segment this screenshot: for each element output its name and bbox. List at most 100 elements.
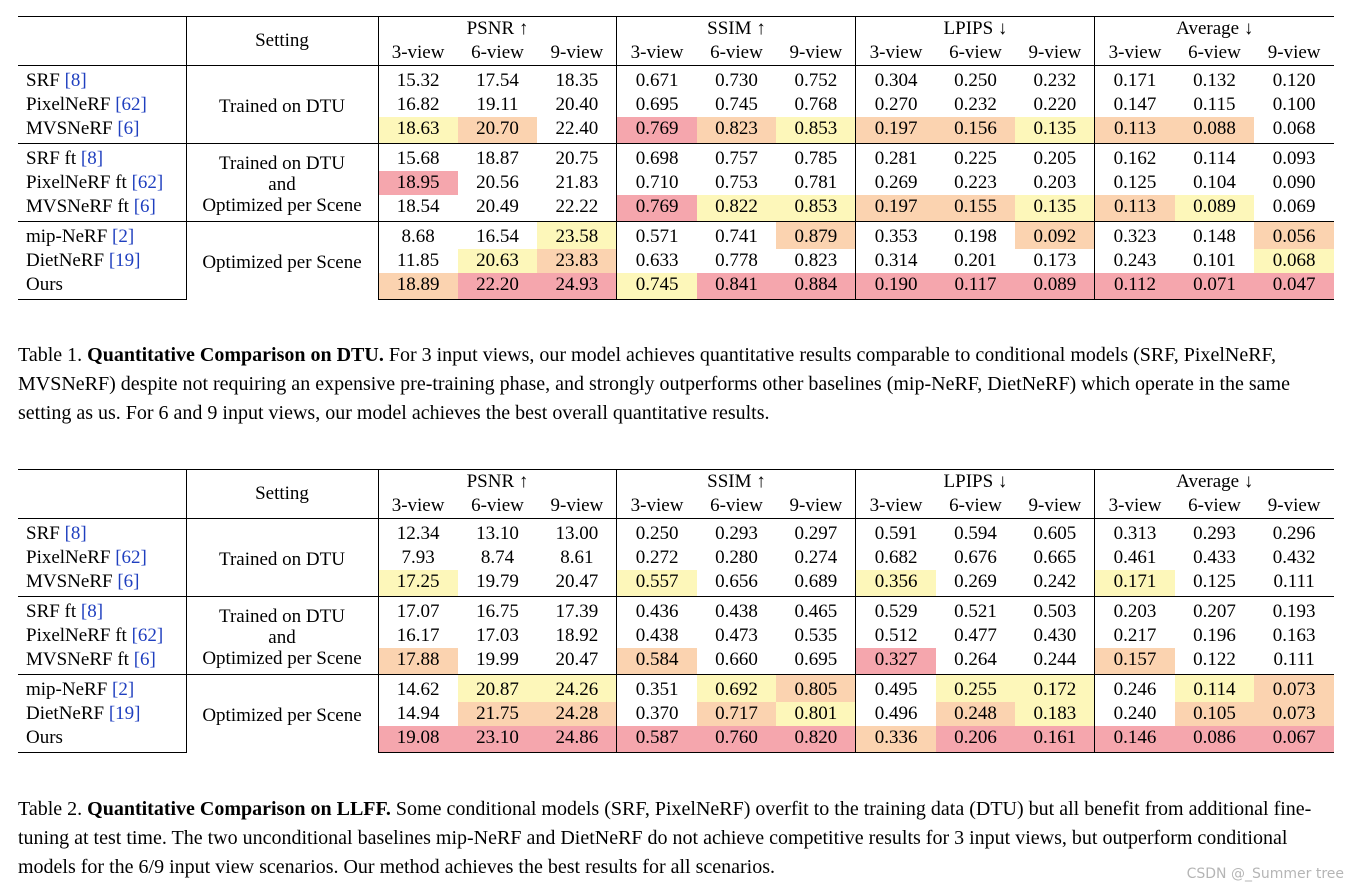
- value-cell: 0.056: [1254, 221, 1334, 249]
- setting-cell: Trained on DTU: [185, 518, 378, 597]
- value-cell: 17.07: [377, 596, 458, 624]
- value-cell: 0.436: [616, 596, 697, 624]
- value-cell: 0.155: [935, 195, 1016, 222]
- value-cell: 0.244: [1033, 649, 1077, 670]
- header-view: 3-view: [855, 41, 936, 66]
- method-cell: Ours: [18, 726, 186, 753]
- citation-link[interactable]: [8]: [80, 601, 104, 622]
- citation-link[interactable]: [19]: [108, 703, 141, 724]
- value-cell: 16.82: [377, 93, 458, 117]
- citation-link[interactable]: [62]: [131, 625, 164, 646]
- header-row-metrics: Setting PSNR ↑ SSIM ↑ LPIPS ↓ Average ↓: [18, 16, 1334, 66]
- citation-link[interactable]: [8]: [80, 148, 104, 169]
- header-view: 9-view: [1028, 495, 1082, 516]
- table-row: DietNeRF [19] 11.85 20.63 23.83 0.633 0.778 0.…: [18, 249, 1334, 273]
- value-cell: 0.092: [1015, 221, 1095, 249]
- table-row: mip-NeRF [2] Optimized per Scene 8.68 16.54…: [18, 221, 1334, 300]
- value-cell: 15.68: [377, 143, 458, 171]
- table-1-caption: Table 1. Quantitative Comparison on DTU.…: [18, 341, 1340, 428]
- table-row: MVSNeRF ft [6] 17.88 19.99 20.47 0.584 0.660 0…: [18, 648, 1334, 675]
- table-2-caption: Table 2. Quantitative Comparison on LLFF…: [18, 795, 1340, 882]
- citation-link[interactable]: [62]: [131, 172, 164, 193]
- citation-link[interactable]: [6]: [117, 571, 140, 592]
- table-row: DietNeRF [19] 14.94 21.75 24.28 0.370 0.717 0.…: [18, 702, 1334, 726]
- value-cell: 0.557: [616, 570, 697, 597]
- value-cell: 0.535: [794, 625, 838, 646]
- value-cell: 17.03: [476, 625, 519, 646]
- value-cell: 0.280: [715, 547, 758, 568]
- value-cell: 18.92: [555, 625, 599, 646]
- value-cell: 0.760: [696, 726, 777, 753]
- value-cell: 0.584: [616, 648, 697, 675]
- value-cell: 0.089: [1174, 195, 1255, 222]
- citation-link[interactable]: [2]: [112, 226, 135, 247]
- value-cell: 0.157: [1094, 648, 1175, 675]
- header-view: 6-view: [471, 42, 524, 63]
- value-cell: 0.671: [616, 65, 697, 93]
- citation-link[interactable]: [62]: [115, 94, 147, 115]
- method-name: DietNeRF: [26, 703, 105, 724]
- value-cell: 23.10: [457, 726, 538, 753]
- value-cell: 0.198: [935, 221, 1016, 249]
- method-cell: PixelNeRF [62]: [18, 93, 186, 117]
- header-view: 3-view: [616, 494, 697, 519]
- value-cell: 7.93: [377, 546, 458, 570]
- setting-line: Optimized per Scene: [202, 647, 362, 669]
- header-row-metrics: Setting PSNR ↑ SSIM ↑ LPIPS ↓ Average ↓: [18, 469, 1334, 519]
- table-row: PixelNeRF [62] 7.93 8.74 8.61 0.272 0.280 0.27…: [18, 546, 1334, 570]
- header-view: 3-view: [616, 41, 697, 66]
- header-metric: SSIM ↑: [616, 469, 856, 494]
- value-cell: 0.820: [776, 726, 856, 753]
- value-cell: 0.073: [1254, 702, 1334, 726]
- table-row: SRF ft [8] Trained on DTU and Optimized per…: [18, 143, 1334, 222]
- value-cell: 0.114: [1174, 674, 1255, 702]
- value-cell: 20.56: [476, 172, 519, 193]
- value-cell: 0.047: [1254, 273, 1334, 300]
- table-row: Ours 18.89 22.20 24.93 0.745 0.841 0.884 0.190 0…: [18, 273, 1334, 300]
- citation-link[interactable]: [2]: [112, 679, 135, 700]
- value-cell: 18.95: [377, 171, 458, 195]
- value-cell: 0.232: [1015, 65, 1095, 93]
- value-cell: 0.069: [1272, 196, 1316, 217]
- citation-link[interactable]: [62]: [115, 547, 147, 568]
- value-cell: 18.54: [377, 195, 458, 222]
- citation-link[interactable]: [6]: [133, 649, 156, 670]
- value-cell: 0.135: [1015, 117, 1095, 144]
- value-cell: 0.473: [715, 625, 758, 646]
- value-cell: 0.689: [794, 571, 838, 592]
- watermark: CSDN @_Summer tree: [1186, 866, 1344, 882]
- citation-link[interactable]: [19]: [108, 250, 141, 271]
- table-row: MVSNeRF [6] 18.63 20.70 22.40 0.769 0.823 0.85…: [18, 117, 1334, 144]
- value-cell: 0.769: [616, 195, 697, 222]
- value-cell: 0.113: [1094, 117, 1175, 144]
- value-cell: 19.08: [377, 726, 458, 753]
- value-cell: 0.351: [616, 674, 697, 702]
- citation-link[interactable]: [8]: [64, 70, 87, 91]
- value-cell: 0.753: [715, 172, 758, 193]
- value-cell: 0.068: [1254, 249, 1334, 273]
- value-cell: 20.47: [555, 649, 599, 670]
- value-cell: 0.297: [776, 518, 856, 546]
- citation-link[interactable]: [8]: [64, 523, 87, 544]
- value-cell: 0.571: [616, 221, 697, 249]
- value-cell: 0.433: [1193, 547, 1236, 568]
- value-cell: 15.32: [377, 65, 458, 93]
- setting-line: Trained on DTU: [219, 95, 345, 117]
- method-cell: MVSNeRF ft [6]: [18, 648, 186, 675]
- value-cell: 0.768: [794, 94, 838, 115]
- setting-line: Optimized per Scene: [202, 704, 362, 726]
- value-cell: 24.28: [537, 702, 617, 726]
- header-view: 9-view: [789, 42, 843, 63]
- method-name: MVSNeRF ft: [26, 196, 129, 217]
- value-cell: 13.10: [457, 518, 538, 546]
- value-cell: 19.11: [476, 94, 519, 115]
- citation-link[interactable]: [6]: [117, 118, 140, 139]
- value-cell: 0.203: [1033, 172, 1077, 193]
- value-cell: 0.217: [1094, 624, 1175, 648]
- value-cell: 0.132: [1174, 65, 1255, 93]
- method-name: MVSNeRF: [26, 571, 113, 592]
- value-cell: 19.79: [476, 571, 519, 592]
- citation-link[interactable]: [6]: [133, 196, 156, 217]
- header-metric: Average ↓: [1094, 16, 1334, 41]
- value-cell: 0.093: [1254, 143, 1334, 171]
